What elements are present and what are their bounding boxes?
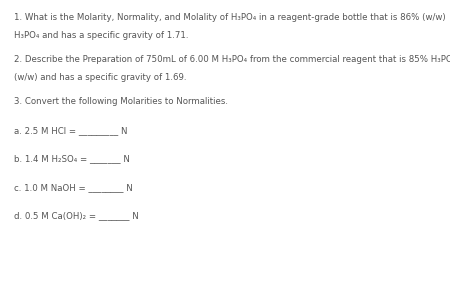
Text: H₃PO₄ and has a specific gravity of 1.71.: H₃PO₄ and has a specific gravity of 1.71… xyxy=(14,31,188,40)
Text: 1. What is the Molarity, Normality, and Molality of H₃PO₄ in a reagent-grade bot: 1. What is the Molarity, Normality, and … xyxy=(14,13,445,22)
Text: d. 0.5 M Ca(OH)₂ = _______ N: d. 0.5 M Ca(OH)₂ = _______ N xyxy=(14,211,138,220)
Text: (w/w) and has a specific gravity of 1.69.: (w/w) and has a specific gravity of 1.69… xyxy=(14,73,186,82)
Text: a. 2.5 M HCl = _________ N: a. 2.5 M HCl = _________ N xyxy=(14,126,127,135)
Text: c. 1.0 M NaOH = ________ N: c. 1.0 M NaOH = ________ N xyxy=(14,183,132,192)
Text: b. 1.4 M H₂SO₄ = _______ N: b. 1.4 M H₂SO₄ = _______ N xyxy=(14,154,130,163)
Text: 3. Convert the following Molarities to Normalities.: 3. Convert the following Molarities to N… xyxy=(14,97,228,106)
Text: 2. Describe the Preparation of 750mL of 6.00 M H₃PO₄ from the commercial reagent: 2. Describe the Preparation of 750mL of … xyxy=(14,55,450,64)
